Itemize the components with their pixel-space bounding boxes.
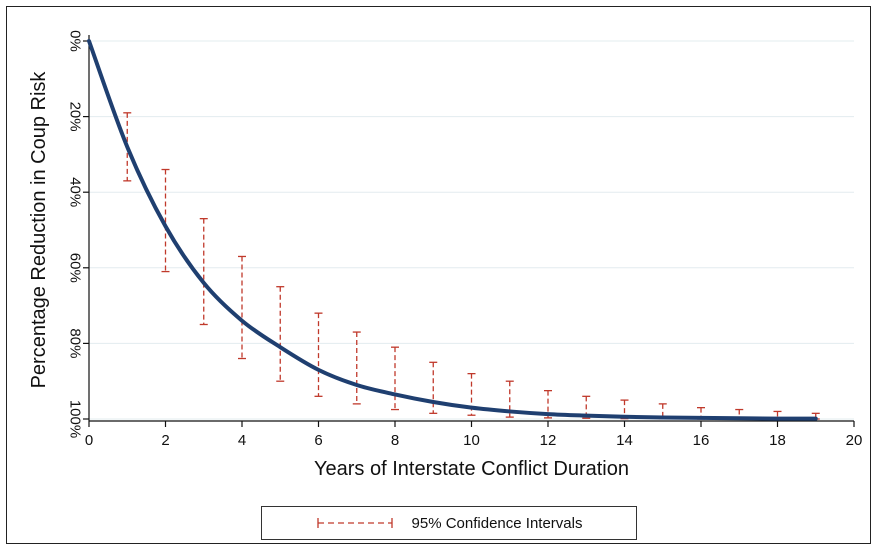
series-line-group (87, 39, 818, 421)
confidence-intervals (123, 112, 820, 420)
y-tick-label: 0% (67, 30, 84, 52)
x-tick-label: 10 (463, 432, 480, 449)
x-tick-label: 20 (846, 432, 863, 449)
y-tick-label: 40% (67, 177, 84, 207)
x-tick-label: 14 (616, 432, 633, 449)
x-axis-title: Years of Interstate Conflict Duration (314, 458, 629, 480)
legend: 95% Confidence Intervals (261, 506, 637, 540)
ci-bar (161, 168, 170, 273)
ci-bar (314, 312, 323, 397)
grid-lines (89, 40, 854, 420)
y-tick-label: 20% (67, 102, 84, 132)
y-axis-title: Percentage Reduction in Coup Risk (28, 71, 50, 389)
chart-frame: 0% 20% 40% 60% 80% 100% 0 2 4 6 8 10 12 14 16 18 20 Year… (6, 6, 871, 544)
x-tick-label: 12 (540, 432, 557, 449)
x-tick-label: 6 (314, 432, 322, 449)
series-line (87, 39, 818, 421)
x-tick-label: 16 (693, 432, 710, 449)
ci-bar (238, 255, 246, 360)
ci-bar (505, 380, 514, 418)
axes (83, 35, 855, 427)
ci-bar (352, 331, 361, 405)
y-tick-label: 60% (67, 253, 84, 283)
ci-bar (544, 389, 552, 419)
x-tick-label: 2 (161, 432, 169, 449)
ci-bar (429, 361, 438, 414)
legend-swatch-ci (316, 518, 393, 528)
ci-bar (199, 218, 208, 326)
y-tick-label: 80% (67, 328, 84, 358)
chart-svg: 0% 20% 40% 60% 80% 100%0 2 4 6 8 10 12 14 16 18 20 Year… (28, 30, 863, 480)
x-tick-label: 18 (769, 432, 786, 449)
x-tick-label: 4 (238, 432, 246, 449)
ci-bar (276, 286, 285, 382)
tick-labels: 0% 20% 40% 60% 80% 100%0 2 4 6 8 10 12 14 16 18 20 (67, 30, 863, 449)
ci-bar (391, 346, 399, 411)
y-tick-label: 100% (67, 400, 84, 438)
legend-label-ci: 95% Confidence Intervals (411, 514, 583, 532)
x-tick-label: 8 (391, 432, 399, 449)
x-tick-label: 0 (85, 432, 93, 449)
